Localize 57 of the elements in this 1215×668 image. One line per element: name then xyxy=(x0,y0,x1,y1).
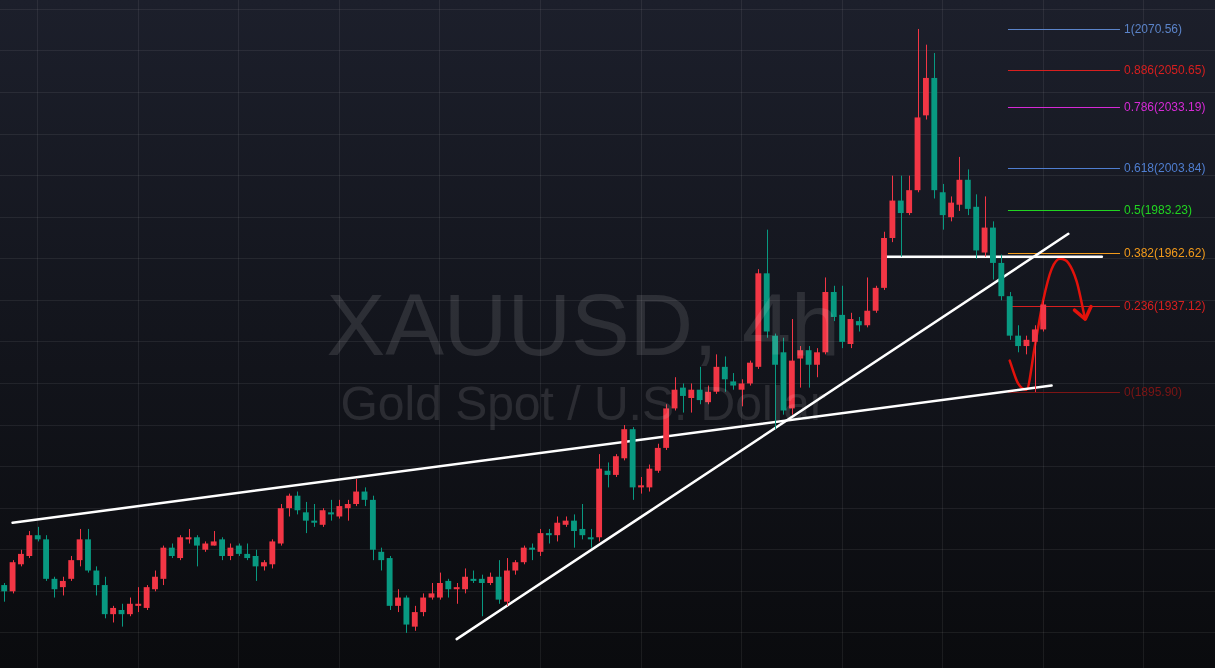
candlestick xyxy=(906,175,913,216)
candlestick xyxy=(193,534,200,567)
candlestick xyxy=(378,547,385,572)
candlestick xyxy=(311,503,318,528)
candlestick xyxy=(520,545,527,565)
ref-line-label: 0.382(1962.62) xyxy=(1123,245,1206,260)
ref-line-label: 1(2070.56) xyxy=(1123,21,1183,36)
candlestick xyxy=(646,464,653,493)
candlestick xyxy=(420,592,427,617)
candlestick xyxy=(445,578,452,599)
ref-line-label: 0.618(2003.84) xyxy=(1123,160,1206,175)
candlestick xyxy=(478,574,485,617)
candlestick xyxy=(152,570,158,592)
candlestick xyxy=(76,528,83,567)
candlestick xyxy=(269,538,276,569)
candlestick xyxy=(554,515,561,542)
candlestick xyxy=(897,175,904,258)
candlestick xyxy=(948,195,954,222)
candlestick xyxy=(939,183,946,231)
candlestick xyxy=(353,478,360,507)
ref-line-label: 0.5(1983.23) xyxy=(1123,202,1193,217)
candlestick xyxy=(219,536,225,561)
candlestick xyxy=(571,513,577,549)
candlestick xyxy=(59,576,66,596)
candlestick xyxy=(336,499,343,520)
candlestick xyxy=(1015,324,1022,353)
candlestick xyxy=(302,501,309,534)
candlestick xyxy=(587,528,594,549)
candlestick xyxy=(1,582,8,603)
ref-line-label: 0(1895.90) xyxy=(1123,384,1183,399)
ref-line-label: 0.786(2033.19) xyxy=(1123,99,1206,114)
candlestick xyxy=(126,597,133,617)
candlestick xyxy=(177,534,184,561)
ref-line-label: 0.886(2050.65) xyxy=(1123,62,1206,77)
candlestick xyxy=(286,493,293,517)
candlestick xyxy=(68,555,75,582)
candlestick xyxy=(395,588,401,613)
candlestick xyxy=(612,453,619,478)
candlestick xyxy=(93,565,100,596)
candlestick xyxy=(344,499,351,522)
candlestick xyxy=(864,276,871,328)
candlestick xyxy=(143,584,150,611)
candlestick xyxy=(411,605,418,632)
candlestick xyxy=(436,572,443,601)
candlestick xyxy=(579,503,586,540)
candlestick xyxy=(252,549,259,582)
candlestick xyxy=(495,559,502,605)
candlestick xyxy=(328,499,334,522)
candlestick xyxy=(319,507,326,528)
candlestick xyxy=(135,586,142,613)
candlestick xyxy=(1031,324,1038,393)
candlestick xyxy=(26,530,33,559)
candlestick xyxy=(453,582,460,605)
candlestick xyxy=(462,567,468,594)
candlestick xyxy=(654,443,661,474)
candlestick xyxy=(872,285,879,314)
ref-line-label: 0.236(1937.12) xyxy=(1123,298,1206,313)
